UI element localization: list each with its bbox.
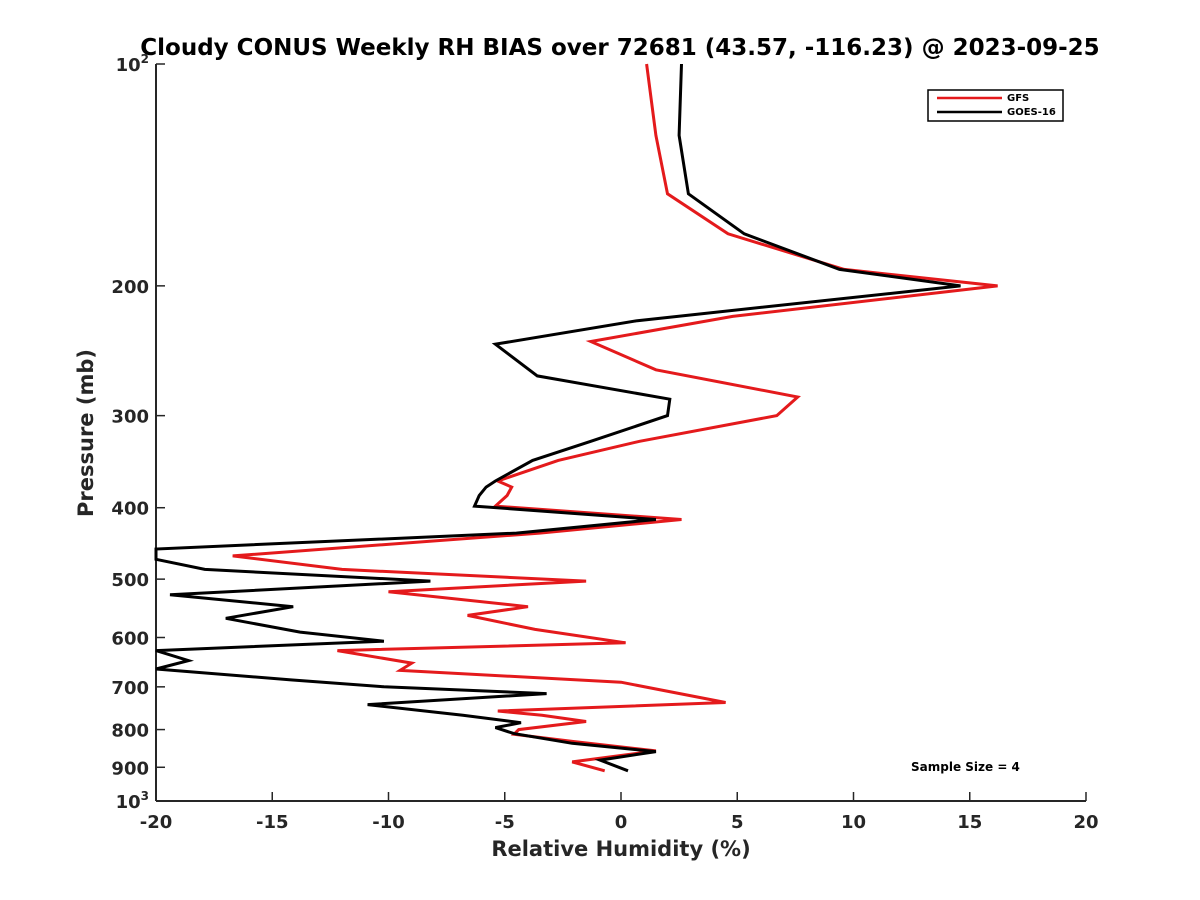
y-tick-label: 103	[116, 789, 149, 813]
x-axis-label: Relative Humidity (%)	[491, 837, 750, 861]
x-ticks: -20 -15 -10 -5 0 5 10 15 20	[140, 792, 1099, 833]
x-tick-label: -10	[372, 812, 405, 833]
x-tick-label: 5	[731, 812, 744, 833]
x-tick-label: 15	[957, 812, 982, 833]
x-tick-label: 10	[841, 812, 866, 833]
x-tick-label: 0	[615, 812, 628, 833]
series-group	[154, 63, 998, 773]
x-tick-label: 20	[1073, 812, 1098, 833]
x-tick-label: -15	[256, 812, 289, 833]
legend-box	[927, 89, 1064, 122]
y-tick-label: 500	[111, 570, 149, 591]
legend: GFS GOES-16	[927, 89, 1064, 122]
y-tick-label: 200	[111, 277, 149, 298]
y-axis-label: Pressure (mb)	[74, 349, 98, 517]
series-line-goes16	[154, 63, 961, 773]
y-tick-label: 400	[111, 499, 149, 520]
y-tick-label: 700	[111, 678, 149, 699]
x-tick-label: -20	[140, 812, 173, 833]
y-tick-label: 800	[111, 721, 149, 742]
chart-title: Cloudy CONUS Weekly RH BIAS over 72681 (…	[140, 35, 1099, 61]
legend-label-goes16: GOES-16	[1007, 107, 1056, 118]
sample-size-annotation: Sample Size = 4	[911, 760, 1020, 774]
y-tick-label: 600	[111, 628, 149, 649]
x-tick-label: -5	[495, 812, 515, 833]
y-tick-label: 102	[116, 52, 149, 76]
y-tick-label: 900	[111, 758, 149, 779]
series-line-gfs	[232, 63, 998, 773]
y-tick-label: 300	[111, 407, 149, 428]
y-ticks: 102 200 300 400 500 600 700 800 900 103	[111, 52, 165, 813]
legend-label-gfs: GFS	[1007, 93, 1029, 104]
